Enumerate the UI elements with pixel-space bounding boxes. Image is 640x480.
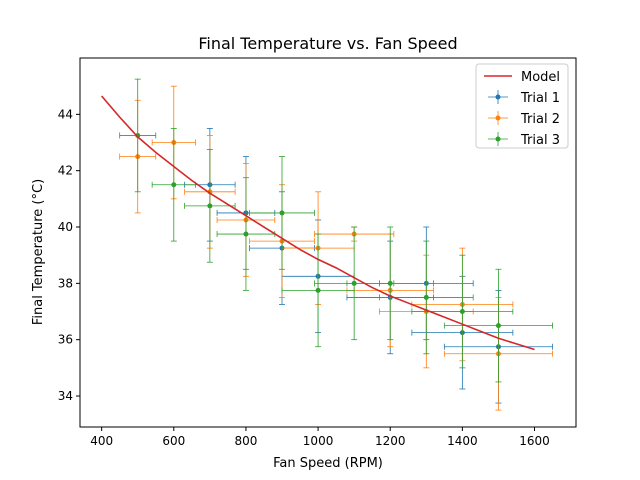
legend-marker <box>495 136 501 142</box>
data-point <box>135 132 141 138</box>
axes-frame <box>79 57 577 428</box>
x-tick-label: 800 <box>234 434 257 448</box>
legend-swatch-trial-3 <box>488 132 508 146</box>
legend-box <box>475 63 569 149</box>
legend-label: Trial 3 <box>520 133 560 148</box>
x-tick-label: 1400 <box>447 434 478 448</box>
data-point <box>459 309 465 315</box>
data-point <box>387 280 393 286</box>
y-tick-label: 38 <box>58 276 73 290</box>
x-tick-label: 1600 <box>519 434 550 448</box>
y-axis-unit: °C <box>31 184 46 200</box>
data-point <box>279 210 285 216</box>
x-tick-label: 1000 <box>303 434 334 448</box>
legend-swatch-trial-1 <box>488 90 508 104</box>
x-tick-label: 600 <box>162 434 185 448</box>
legend: Model Trial 1 Trial 2 Trial 3 <box>475 63 569 149</box>
x-tick-label: 1200 <box>375 434 406 448</box>
legend-marker <box>495 115 501 121</box>
legend-model-label: Model <box>521 70 560 85</box>
y-tick-label: 44 <box>58 107 73 121</box>
data-point <box>315 287 321 293</box>
data-point <box>171 182 177 188</box>
y-tick-label: 42 <box>58 164 73 178</box>
y-axis: 34 36 38 40 42 44 <box>58 107 80 403</box>
legend-label: Trial 2 <box>520 112 560 127</box>
x-tick-label: 400 <box>90 434 113 448</box>
data-point <box>423 294 429 300</box>
y-tick-label: 34 <box>58 389 73 403</box>
data-point <box>495 323 501 329</box>
plot-area <box>101 78 553 411</box>
model-line <box>101 95 535 351</box>
chart-title: Final Temperature vs. Fan Speed <box>198 34 457 53</box>
series-trial-3 <box>119 78 553 383</box>
legend-marker <box>495 94 501 100</box>
x-axis-label: Fan Speed (RPM) <box>273 456 383 471</box>
y-tick-label: 36 <box>58 333 73 347</box>
data-point <box>207 203 213 209</box>
x-axis: 400 600 800 1000 1200 1400 1600 <box>90 427 550 448</box>
data-point <box>243 231 249 237</box>
legend-label: Trial 1 <box>520 91 560 106</box>
y-axis-label: Final Temperature (°C) <box>31 179 46 325</box>
legend-swatch-trial-2 <box>488 111 508 125</box>
y-tick-label: 40 <box>58 220 73 234</box>
